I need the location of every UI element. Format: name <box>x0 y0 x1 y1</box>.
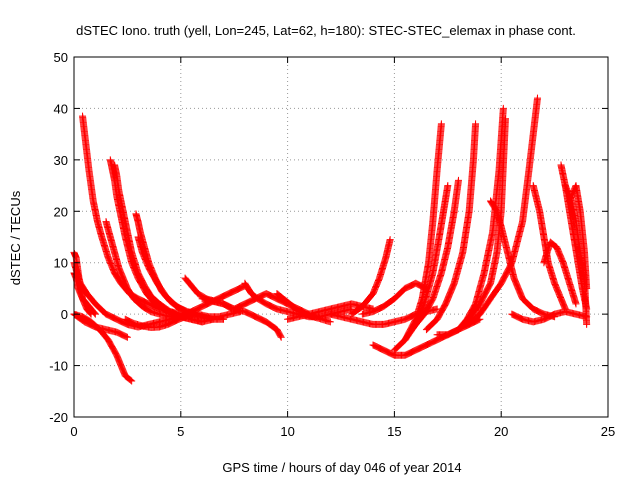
data-point <box>326 318 334 326</box>
data-series-32 <box>529 182 569 313</box>
x-tick-label: 5 <box>177 424 184 439</box>
y-tick-label: 0 <box>61 307 68 322</box>
data-point <box>91 310 99 318</box>
data-point <box>472 120 480 128</box>
grid <box>74 57 608 417</box>
data-series-27 <box>422 120 480 334</box>
x-tick-label: 10 <box>280 424 294 439</box>
y-tick-label: 30 <box>54 153 68 168</box>
data-point <box>90 308 98 316</box>
y-tick-label: 50 <box>54 50 68 65</box>
y-tick-label: 10 <box>54 256 68 271</box>
data-series-29 <box>454 115 509 334</box>
data-series-33 <box>540 238 580 308</box>
data-series-31 <box>487 197 559 321</box>
data-point <box>499 104 507 112</box>
y-axis-label: dSTEC / TECUs <box>8 190 23 285</box>
data-point <box>437 120 445 128</box>
x-tick-label: 0 <box>70 424 77 439</box>
data-series-5 <box>70 310 131 341</box>
data-point <box>572 300 580 308</box>
data-series-6 <box>79 112 185 318</box>
data-point <box>126 376 134 384</box>
x-tick-label: 15 <box>387 424 401 439</box>
data-point <box>277 333 285 341</box>
data-points <box>70 94 591 385</box>
data-series-11 <box>134 233 245 321</box>
data-series-26 <box>412 176 462 328</box>
data-point <box>444 182 452 190</box>
y-tick-label: -10 <box>49 359 68 374</box>
x-tick-label: 20 <box>494 424 508 439</box>
data-point <box>534 94 542 102</box>
plot-frame <box>73 56 609 418</box>
x-axis-label: GPS time / hours of day 046 of year 2014 <box>222 460 461 475</box>
y-tick-label: 20 <box>54 204 68 219</box>
data-series-30 <box>465 94 542 328</box>
data-point <box>123 333 131 341</box>
y-tick-label: 40 <box>54 101 68 116</box>
data-series-37 <box>508 308 591 326</box>
data-point <box>122 333 130 341</box>
data-series-25 <box>401 182 452 344</box>
data-point <box>454 176 462 184</box>
data-point <box>386 236 394 244</box>
chart-title: dSTEC Iono. truth (yell, Lon=245, Lat=62… <box>76 23 576 38</box>
data-point <box>127 376 135 384</box>
y-tick-label: -20 <box>49 410 68 425</box>
data-series-21 <box>348 236 394 318</box>
data-point <box>501 115 509 123</box>
data-point <box>91 309 99 317</box>
x-tick-label: 25 <box>601 424 615 439</box>
data-point <box>277 332 285 340</box>
data-point <box>128 377 136 385</box>
